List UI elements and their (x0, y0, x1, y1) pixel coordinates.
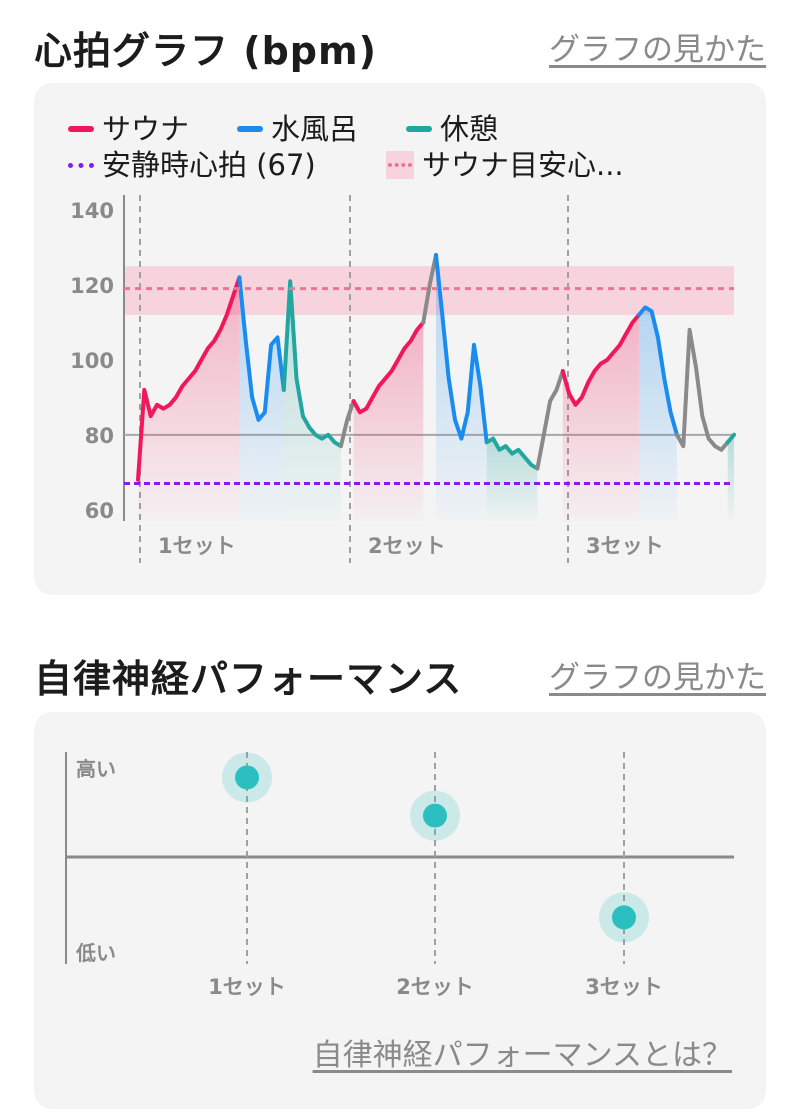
water-area (638, 307, 677, 521)
water-series-line (434, 253, 489, 445)
set-label: 2セット (368, 534, 446, 558)
ans-point (612, 905, 636, 930)
resting-hr-swatch (68, 162, 94, 168)
heart-rate-chart: 140 120 100 80 60 1セット 2セット 3セット (70, 195, 736, 563)
sauna-area (138, 277, 240, 521)
ans-card: 高い低い 1セット 2セット 3セット 自律神経パフォーマンスとは？ (34, 712, 766, 1109)
y-tick-label: 60 (85, 499, 114, 523)
water-area (239, 277, 284, 521)
sauna-area (353, 322, 424, 521)
other-series-line (338, 399, 356, 449)
ans-set-label: 2セット (396, 975, 474, 999)
heart-rate-card: サウナ 水風呂 休憩 安静時心拍 (67) サウナ目安心... (34, 83, 766, 595)
water-series-line (237, 275, 286, 422)
legend-sauna-target: サウナ目安心... (386, 147, 624, 183)
ans-help-link[interactable]: グラフの見かた (549, 660, 766, 696)
other-series-line (421, 253, 438, 325)
y-tick-label: 140 (70, 199, 114, 223)
legend-sauna-label: サウナ (102, 112, 190, 146)
sauna-series-line (136, 275, 242, 482)
heart-rate-title: 心拍グラフ (bpm) (34, 29, 377, 73)
ans-high-label: 高い (76, 757, 116, 781)
legend-rest-label: 休憩 (440, 112, 499, 146)
rest-swatch (406, 126, 432, 132)
y-tick-label: 80 (85, 424, 114, 448)
sauna-area (562, 314, 639, 521)
legend-water: 水風呂 (237, 111, 358, 147)
sauna-series-line (560, 312, 641, 407)
rest-area (727, 434, 734, 521)
rest-series-line (725, 432, 736, 445)
other-series-line (674, 327, 730, 452)
rest-series-line (281, 279, 343, 449)
legend-water-label: 水風呂 (271, 112, 359, 146)
other-series-line (535, 369, 565, 471)
ans-what-is-link[interactable]: 自律神経パフォーマンスとは？ (312, 1038, 732, 1073)
water-swatch (237, 126, 263, 132)
y-tick-label: 100 (70, 349, 114, 373)
ans-point (235, 765, 259, 790)
heart-rate-help-link[interactable]: グラフの見かた (549, 32, 766, 68)
set-label: 3セット (586, 534, 664, 558)
legend-rest: 休憩 (406, 111, 498, 147)
ans-title: 自律神経パフォーマンス (34, 657, 463, 701)
y-tick-label: 120 (70, 274, 114, 298)
legend-resting-hr: 安静時心拍 (67) (68, 147, 316, 183)
ans-point (423, 803, 447, 828)
rest-series-line (484, 436, 540, 471)
sauna-swatch (68, 126, 94, 132)
water-area (436, 255, 487, 521)
legend-resting-hr-label: 安静時心拍 (67) (102, 148, 316, 182)
sauna-series-line (351, 320, 426, 415)
legend-sauna: サウナ (68, 111, 189, 147)
rest-area (283, 281, 341, 521)
ans-low-label: 低い (75, 941, 116, 965)
water-series-line (636, 305, 679, 437)
set-label: 1セット (158, 534, 236, 558)
ans-set-label: 3セット (585, 975, 663, 999)
sauna-target-swatch (386, 151, 414, 179)
legend-sauna-target-label: サウナ目安心... (422, 148, 624, 182)
ans-set-label: 1セット (208, 975, 286, 999)
